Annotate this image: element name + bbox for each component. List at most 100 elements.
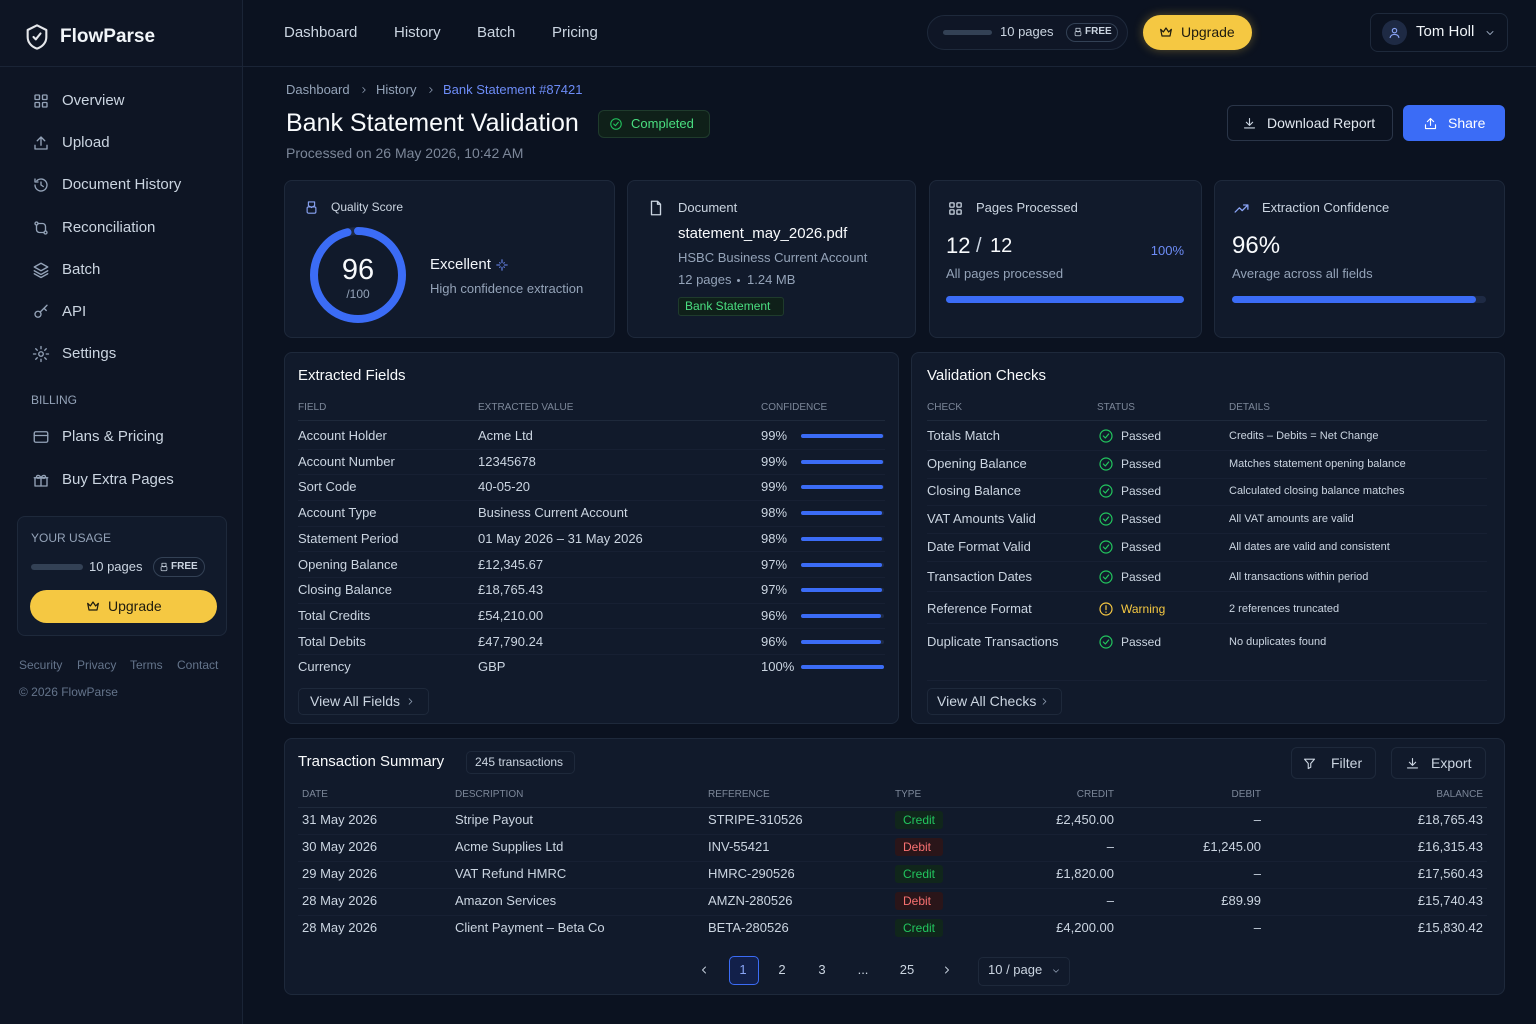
export-button[interactable] — [1391, 747, 1486, 779]
score-ring — [310, 227, 406, 323]
section-title: Transaction Summary — [298, 753, 445, 770]
top-nav-item[interactable]: Pricing — [552, 24, 598, 41]
icon-part — [32, 346, 50, 363]
nav-icon — [34, 304, 48, 318]
rating-note: High confidence extraction — [430, 281, 584, 296]
billing-heading: BILLING — [31, 393, 78, 407]
per-page-label[interactable]: 10 / page — [988, 962, 1043, 977]
top-nav-item[interactable]: History — [394, 24, 441, 41]
icon-part — [306, 205, 316, 214]
download-button[interactable] — [1227, 105, 1393, 141]
cell: 31 May 2026 — [302, 812, 378, 827]
field-name: Account Holder — [298, 428, 387, 443]
icon-part — [948, 208, 955, 215]
nav-item[interactable]: Upload — [62, 134, 110, 152]
confidence-bar — [801, 562, 882, 567]
cell: HMRC-290526 — [708, 866, 795, 882]
link-label[interactable]: View All Checks — [937, 693, 1037, 709]
confidence-bar — [801, 434, 884, 438]
icon-part — [41, 94, 48, 101]
nav-item[interactable]: Overview — [62, 92, 125, 109]
link-button[interactable] — [927, 688, 1062, 715]
share-label[interactable]: Share — [1448, 115, 1486, 131]
cell: £89.99 — [1221, 893, 1261, 909]
filter-label[interactable]: Filter — [1331, 755, 1363, 771]
footer-link[interactable]: Contact — [177, 658, 219, 672]
field-confidence: 98% — [761, 505, 788, 521]
nav-item[interactable]: API — [62, 303, 87, 320]
field-name: Closing Balance — [298, 582, 392, 598]
icon-part — [33, 262, 49, 278]
row-rule — [927, 561, 1487, 562]
header-rule — [927, 420, 1487, 421]
row-rule — [298, 833, 1487, 835]
cell: £18,765.43 — [1417, 812, 1483, 827]
field-name: Account Number — [298, 453, 395, 469]
doc-tag — [678, 297, 784, 316]
nav-item[interactable]: Settings — [62, 345, 117, 363]
export-label[interactable]: Export — [1431, 755, 1472, 771]
icon-part — [1074, 27, 1082, 37]
page-number[interactable]: 3 — [818, 962, 826, 977]
icon-part — [34, 304, 48, 318]
page-number[interactable]: ... — [857, 962, 869, 977]
page-number[interactable]: 25 — [899, 962, 915, 977]
status-icon — [1099, 540, 1113, 554]
footer-link[interactable]: Security — [19, 658, 63, 672]
cell: £15,830.42 — [1417, 920, 1483, 936]
next-page — [945, 966, 949, 974]
column-header: DESCRIPTION — [455, 789, 524, 800]
field-value: Business Current Account — [478, 505, 628, 521]
row-rule — [298, 551, 885, 553]
icon-part — [702, 966, 706, 974]
status-icon — [1099, 457, 1113, 471]
icon-part — [1160, 27, 1172, 37]
nav-item[interactable]: Buy Extra Pages — [62, 471, 174, 488]
type-label: Debit — [903, 840, 932, 855]
download-label[interactable]: Download Report — [1267, 115, 1376, 131]
page-number[interactable]: 1 — [739, 962, 747, 977]
status-icon — [1099, 512, 1113, 526]
confidence-bar — [801, 665, 884, 670]
top-nav-item[interactable]: Dashboard — [284, 24, 358, 41]
check-details: No duplicates found — [1229, 636, 1327, 648]
breadcrumb-item: Bank Statement #87421 — [443, 82, 583, 97]
nav-item[interactable]: Document History — [62, 176, 182, 194]
icon-part — [1099, 512, 1113, 526]
per-page[interactable] — [978, 957, 1070, 986]
icon-part — [1042, 697, 1046, 705]
footer-link[interactable]: Privacy — [77, 658, 117, 672]
nav-item[interactable]: Reconciliation — [62, 218, 156, 236]
cell: STRIPE-310526 — [708, 812, 803, 827]
link-button[interactable] — [298, 688, 429, 715]
pages-icon — [948, 201, 962, 215]
link-label[interactable]: View All Fields — [310, 693, 401, 709]
upgrade-label[interactable]: Upgrade — [108, 598, 162, 614]
chevron — [408, 697, 412, 705]
nav-item[interactable]: Batch — [62, 260, 101, 278]
filter-button[interactable] — [1291, 747, 1376, 779]
nav-item[interactable]: Plans & Pricing — [62, 428, 164, 445]
share-button[interactable] — [1403, 105, 1505, 141]
check-details: Calculated closing balance matches — [1229, 485, 1405, 497]
nav-icon — [33, 431, 49, 443]
row-rule — [298, 525, 885, 527]
icon-part — [610, 118, 622, 130]
row-rule — [298, 860, 1487, 862]
breadcrumb-item[interactable]: Dashboard — [286, 82, 350, 97]
share-icon — [1424, 117, 1436, 129]
upgrade-button[interactable] — [30, 590, 217, 623]
icon-part — [1099, 602, 1113, 616]
processed-date: Processed on 26 May 2026, 10:42 AM — [286, 145, 524, 161]
breadcrumb-item[interactable]: History — [376, 82, 417, 97]
nav-icon — [34, 94, 48, 108]
confidence-value: 96% — [1232, 232, 1281, 259]
page-title: Bank Statement Validation — [286, 109, 579, 137]
page-number[interactable]: 2 — [778, 962, 786, 977]
upgrade-label[interactable]: Upgrade — [1181, 24, 1235, 40]
top-nav-item[interactable]: Batch — [477, 24, 516, 41]
confidence-fill — [1232, 296, 1476, 303]
icon-part — [362, 87, 366, 93]
footer-link[interactable]: Terms — [130, 658, 163, 672]
user-menu[interactable] — [1370, 13, 1508, 52]
